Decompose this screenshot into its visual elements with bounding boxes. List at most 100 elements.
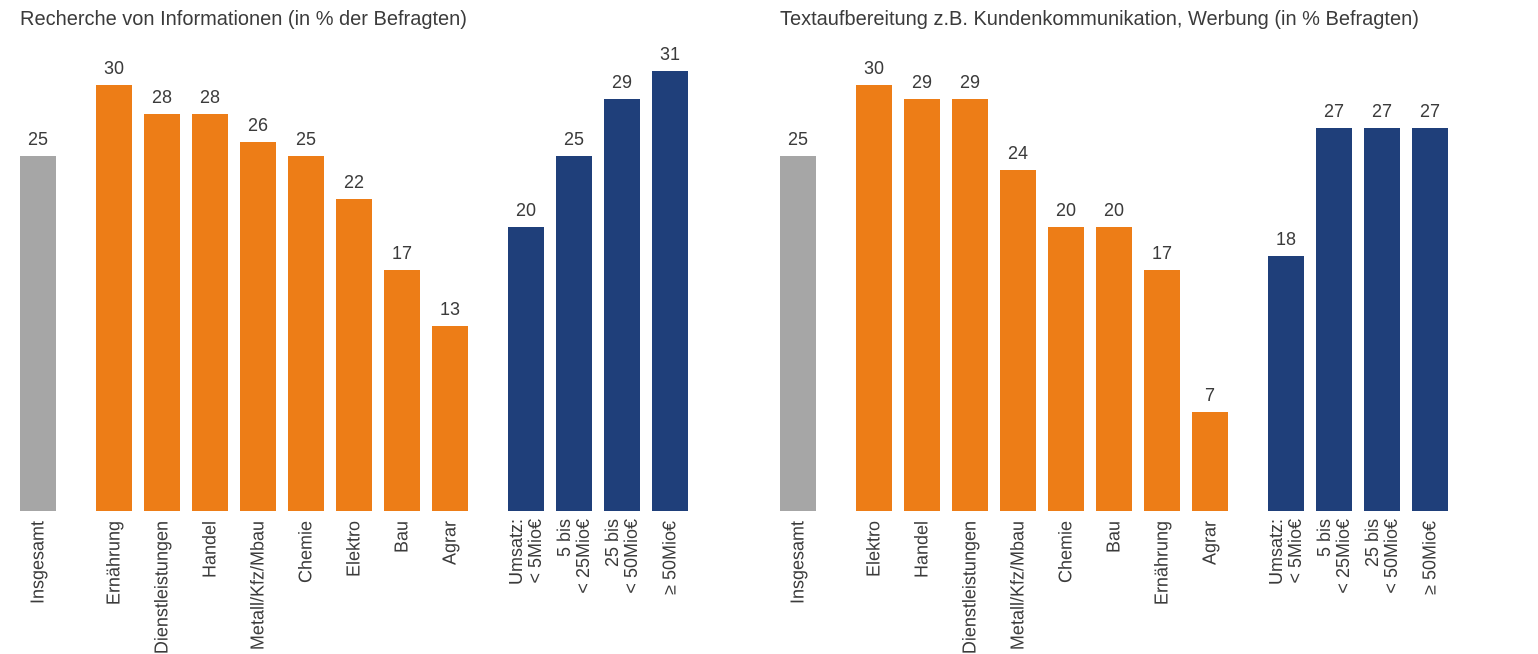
- bar: [432, 326, 468, 511]
- x-axis-label-line: 5 bis: [1315, 519, 1334, 594]
- bar: [508, 227, 544, 511]
- bar-area: 25302828262522171320252931: [20, 71, 688, 511]
- bar-value-label: 28: [200, 87, 220, 108]
- bar-wrap: 20: [508, 200, 544, 511]
- bar-value-label: 27: [1372, 101, 1392, 122]
- bar-area: 2530292924202017718272727: [780, 71, 1448, 511]
- bar: [856, 85, 892, 511]
- bar: [192, 114, 228, 511]
- bar-wrap: 7: [1192, 385, 1228, 511]
- chart-panel-0: Recherche von Informationen (in % der Be…: [20, 8, 688, 519]
- x-axis-label-line: < 50Mio€: [1382, 519, 1401, 594]
- x-axis-label-text: Agrar: [1200, 519, 1221, 565]
- x-axis-label-text: Ernährung: [1152, 519, 1173, 605]
- bar-value-label: 24: [1008, 143, 1028, 164]
- bar: [1144, 270, 1180, 511]
- bar: [1268, 256, 1304, 511]
- x-axis-label-text: Chemie: [296, 519, 317, 583]
- x-axis-label-text: ≥ 50Mio€: [660, 519, 681, 595]
- x-axis-label-text: Agrar: [440, 519, 461, 565]
- bar-value-label: 30: [864, 58, 884, 79]
- bar-value-label: 29: [960, 72, 980, 93]
- x-axis-label-text: Insgesamt: [788, 519, 809, 604]
- bar-wrap: 27: [1412, 101, 1448, 511]
- x-axis-label-text: Dienstleistungen: [960, 519, 981, 654]
- bar: [144, 114, 180, 511]
- x-axis-label-line: < 5Mio€: [526, 519, 545, 585]
- bar-value-label: 20: [516, 200, 536, 221]
- x-axis-label-text: Handel: [912, 519, 933, 578]
- bar-wrap: 29: [952, 72, 988, 511]
- bar-value-label: 27: [1324, 101, 1344, 122]
- bar: [1096, 227, 1132, 511]
- x-axis-label-line: < 5Mio€: [1286, 519, 1305, 585]
- chart-panel-1: Textaufbereitung z.B. Kundenkommunikatio…: [780, 8, 1448, 519]
- bar-wrap: 26: [240, 115, 276, 511]
- bar: [556, 156, 592, 511]
- bar-wrap: 27: [1364, 101, 1400, 511]
- bar-value-label: 25: [564, 129, 584, 150]
- bar-wrap: 25: [556, 129, 592, 511]
- bar-value-label: 27: [1420, 101, 1440, 122]
- x-axis-label-text: ≥ 50Mio€: [1420, 519, 1441, 595]
- bar: [240, 142, 276, 511]
- bar: [904, 99, 940, 511]
- bar-wrap: 22: [336, 172, 372, 511]
- bar: [1364, 128, 1400, 511]
- x-axis-label-text: Chemie: [1056, 519, 1077, 583]
- bar-value-label: 29: [612, 72, 632, 93]
- bar: [1412, 128, 1448, 511]
- x-axis-label-text: Metall/Kfz/Mbau: [248, 519, 269, 650]
- bar: [1048, 227, 1084, 511]
- bar-value-label: 25: [788, 129, 808, 150]
- x-axis-label-text: Insgesamt: [28, 519, 49, 604]
- bar-group-revenue: 20 25 29 31: [508, 44, 688, 511]
- bar: [604, 99, 640, 511]
- bar-value-label: 22: [344, 172, 364, 193]
- bar-value-label: 31: [660, 44, 680, 65]
- x-axis-label-line: < 25Mio€: [574, 519, 593, 594]
- x-axis-label-line: Umsatz:: [1267, 519, 1286, 585]
- x-axis-label-text: Umsatz:< 5Mio€: [1267, 519, 1305, 585]
- bar: [652, 71, 688, 511]
- bar: [288, 156, 324, 511]
- bar-wrap: 25: [20, 129, 56, 511]
- bar-group-sector: 302929242020177: [856, 58, 1228, 511]
- bar-wrap: 17: [384, 243, 420, 511]
- bar-value-label: 26: [248, 115, 268, 136]
- bar-group-total: 25: [20, 129, 56, 511]
- bar-wrap: 30: [96, 58, 132, 511]
- bar-wrap: 20: [1048, 200, 1084, 511]
- x-axis-label-text: Bau: [392, 519, 413, 553]
- bar-wrap: 25: [288, 129, 324, 511]
- bar-value-label: 28: [152, 87, 172, 108]
- bar-value-label: 20: [1056, 200, 1076, 221]
- x-axis-label-text: Metall/Kfz/Mbau: [1008, 519, 1029, 650]
- bar-wrap: 29: [904, 72, 940, 511]
- x-axis-label-text: Elektro: [864, 519, 885, 577]
- x-axis-label-text: 5 bis< 25Mio€: [555, 519, 593, 594]
- bar: [1316, 128, 1352, 511]
- bar-value-label: 13: [440, 299, 460, 320]
- bar-group-total: 25: [780, 129, 816, 511]
- x-axis-label-text: Dienstleistungen: [152, 519, 173, 654]
- bar-value-label: 18: [1276, 229, 1296, 250]
- bar-wrap: 27: [1316, 101, 1352, 511]
- x-axis-label-line: 25 bis: [1363, 519, 1382, 594]
- bar-value-label: 17: [1152, 243, 1172, 264]
- bar-wrap: 17: [1144, 243, 1180, 511]
- x-axis-label-text: 25 bis< 50Mio€: [1363, 519, 1401, 594]
- x-axis-label-text: Elektro: [344, 519, 365, 577]
- bar-wrap: 13: [432, 299, 468, 511]
- bar-wrap: 31: [652, 44, 688, 511]
- bar-value-label: 29: [912, 72, 932, 93]
- bar-value-label: 7: [1205, 385, 1215, 406]
- bar-wrap: 18: [1268, 229, 1304, 511]
- bar-wrap: 28: [192, 87, 228, 511]
- bar: [384, 270, 420, 511]
- bar-wrap: 30: [856, 58, 892, 511]
- x-axis-label-line: 25 bis: [603, 519, 622, 594]
- bar: [780, 156, 816, 511]
- x-axis-label-text: Ernährung: [104, 519, 125, 605]
- bar: [952, 99, 988, 511]
